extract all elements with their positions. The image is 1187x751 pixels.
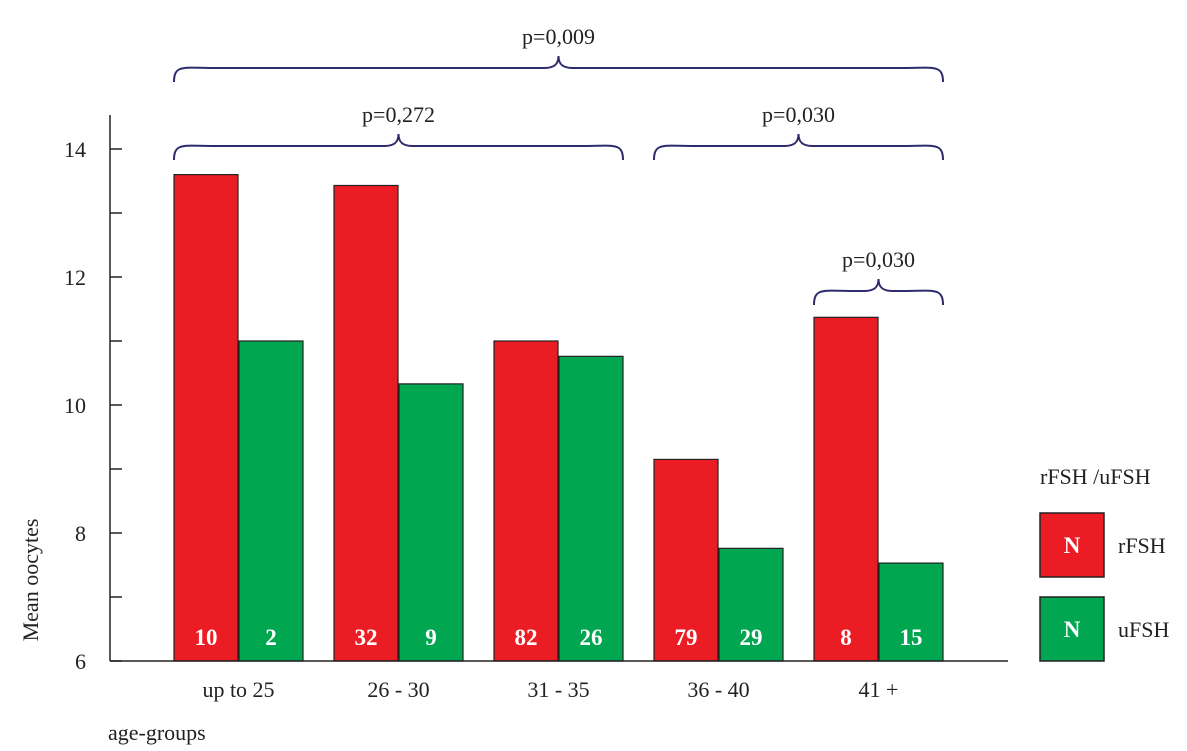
y-tick-label: 8 — [75, 521, 86, 546]
y-tick-label: 6 — [75, 649, 86, 674]
bar-ufsh-1 — [398, 383, 464, 662]
bar-rfsh-0 — [173, 174, 239, 662]
axes — [109, 115, 1008, 662]
x-tick-label: 26 - 30 — [367, 677, 429, 702]
bar-count-label: 26 — [580, 625, 603, 650]
legend-item-rfsh: N rFSH — [1039, 512, 1166, 578]
bar-count-label: 10 — [195, 625, 218, 650]
significance-bracket — [653, 133, 944, 161]
legend-label-rfsh: rFSH — [1118, 533, 1166, 558]
p-value-label: p=0,030 — [762, 102, 835, 127]
bar-count-label: 2 — [265, 625, 277, 650]
legend-swatch-rfsh — [1039, 512, 1105, 578]
x-axis-title: age-groups — [108, 720, 206, 745]
legend-title: rFSH /uFSH — [1040, 464, 1151, 489]
y-axis-ticks: 6 8 10 12 14 — [64, 137, 122, 674]
p-value-label: p=0,030 — [842, 247, 915, 272]
y-tick-label: 12 — [64, 265, 86, 290]
x-tick-label: 41 + — [859, 677, 899, 702]
bar-count-label: 15 — [900, 625, 923, 650]
bar-count-label: 9 — [425, 625, 437, 650]
bar-rfsh-3 — [653, 458, 719, 662]
x-tick-label: 36 - 40 — [687, 677, 749, 702]
legend-label-ufsh: uFSH — [1118, 617, 1169, 642]
bar-rfsh-1 — [333, 184, 399, 662]
p-value-label: p=0,272 — [362, 102, 435, 127]
legend-swatch-rfsh-mark: N — [1064, 533, 1081, 558]
bar-count-label: 8 — [840, 625, 852, 650]
x-axis-labels: up to 25 26 - 30 31 - 35 36 - 40 41 + — [202, 677, 898, 702]
x-tick-label: 31 - 35 — [527, 677, 589, 702]
significance-bracket — [813, 278, 944, 306]
y-tick-label: 10 — [64, 393, 86, 418]
bar-series: 10 2 32 9 82 26 79 29 8 15 — [173, 174, 944, 662]
bar-ufsh-3 — [718, 547, 784, 662]
y-tick-label: 14 — [64, 137, 86, 162]
bar-rfsh-2 — [493, 340, 559, 662]
significance-bracket — [173, 133, 624, 161]
bar-count-label: 29 — [740, 625, 763, 650]
legend-swatch-ufsh-mark: N — [1064, 617, 1081, 642]
legend: rFSH /uFSH N rFSH N uFSH — [1039, 464, 1169, 662]
y-axis-title: Mean oocytes — [18, 519, 43, 642]
bar-ufsh-4 — [878, 562, 944, 662]
significance-brackets: p=0,009 p=0,272 p=0,030 p=0,030 — [173, 24, 944, 306]
bar-ufsh-0 — [238, 340, 304, 662]
bar-rfsh-4 — [813, 316, 879, 662]
p-value-label: p=0,009 — [522, 24, 595, 49]
bar-ufsh-2 — [558, 355, 624, 662]
bar-count-label: 82 — [515, 625, 538, 650]
x-tick-label: up to 25 — [202, 677, 274, 702]
legend-item-ufsh: N uFSH — [1039, 596, 1169, 662]
bar-count-label: 32 — [355, 625, 378, 650]
significance-bracket — [173, 55, 944, 83]
legend-swatch-ufsh — [1039, 596, 1105, 662]
bar-count-label: 79 — [675, 625, 698, 650]
